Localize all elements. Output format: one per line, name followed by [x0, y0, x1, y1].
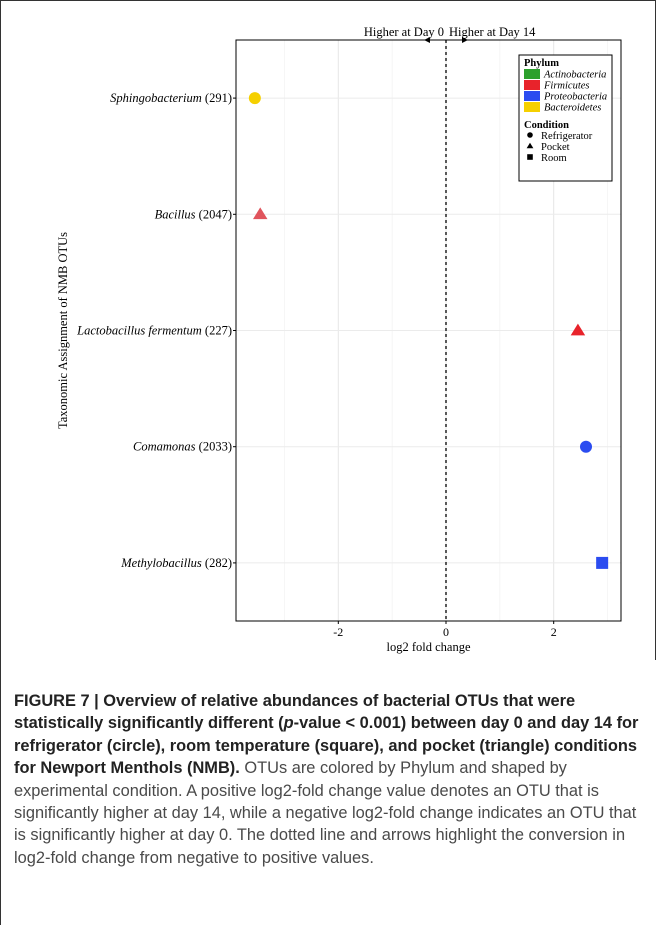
- caption-bold-part-1: Overview of relative abundances of bacte…: [14, 692, 576, 733]
- legend-phylum-swatch: [524, 102, 540, 112]
- caption-p-italic: p: [283, 714, 294, 733]
- legend-condition-circle-icon: [527, 132, 533, 138]
- caption-body: OTUs are colored by Phylum and shaped by…: [14, 759, 637, 867]
- category-label: Lactobacillus fermentum (227): [76, 324, 232, 338]
- category-otu-id: (227): [202, 324, 232, 338]
- legend-condition-square-icon: [527, 154, 533, 160]
- legend-phylum-label: Actinobacteria: [543, 70, 606, 81]
- legend: PhylumActinobacteriaFirmicutesProteobact…: [518, 54, 613, 182]
- data-point-square: [596, 556, 609, 569]
- caption-bold-part-2: -value < 0.001) between day 0 and day 14…: [14, 714, 639, 778]
- legend-condition-label: Refrigerator: [541, 131, 593, 142]
- x-tick-label: -2: [333, 625, 343, 639]
- category-otu-id: (2047): [196, 207, 232, 221]
- data-point-triangle: [252, 207, 268, 220]
- log2-fold-change-chart: Higher at Day 0 Higher at Day 14 Sphingoba…: [56, 25, 622, 654]
- y-axis-title: Taxonomic Assignment of NMB OTUs: [56, 232, 70, 429]
- legend-condition-label: Pocket: [541, 142, 570, 153]
- arrow-right-head: [462, 37, 468, 43]
- category-label: Comamonas (2033): [133, 440, 232, 454]
- frame-right-border: [655, 0, 656, 660]
- category-label: Bacillus (2047): [155, 207, 232, 221]
- legend-phylum-label: Proteobacteria: [543, 92, 607, 103]
- legend-phylum-label: Bacteroidetes: [544, 103, 601, 114]
- legend-condition-triangle-icon: [526, 142, 534, 149]
- category-otu-id: (282): [202, 556, 232, 570]
- legend-phylum-swatch: [524, 91, 540, 101]
- marks-layer: [248, 92, 609, 569]
- arrow-left-head: [424, 37, 430, 43]
- category-genus: Sphingobacterium: [110, 91, 202, 105]
- legend-condition-title: Condition: [524, 120, 569, 131]
- legend-phylum-swatch: [524, 69, 540, 79]
- data-point-circle: [580, 440, 592, 453]
- caption-figure-label: FIGURE 7 |: [14, 692, 104, 710]
- category-otu-id: (2033): [196, 440, 232, 454]
- x-tick-label: 2: [551, 625, 557, 639]
- data-point-circle: [248, 92, 261, 105]
- axis-layer: Higher at Day 0 Higher at Day 14 Sphingoba…: [56, 25, 622, 654]
- figure-caption: FIGURE 7 | Overview of relative abundanc…: [14, 690, 646, 869]
- category-otu-id: (291): [202, 91, 232, 105]
- frame-top-border: [0, 0, 656, 1]
- category-genus: Bacillus: [155, 207, 196, 221]
- legend-phylum-swatch: [524, 80, 540, 90]
- category-genus: Lactobacillus fermentum: [76, 324, 202, 338]
- legend-phylum-label: Firmicutes: [543, 81, 590, 92]
- category-genus: Methylobacillus: [120, 556, 202, 570]
- category-label: Methylobacillus (282): [120, 556, 232, 570]
- category-genus: Comamonas: [133, 440, 196, 454]
- legend-condition-label: Room: [541, 153, 567, 164]
- category-label: Sphingobacterium (291): [110, 91, 232, 105]
- legend-phylum-title: Phylum: [524, 58, 559, 69]
- label-higher-day-0: Higher at Day 0: [364, 25, 444, 39]
- data-point-triangle: [570, 323, 586, 336]
- x-axis-title: log2 fold change: [386, 640, 470, 654]
- x-tick-label: 0: [443, 625, 449, 639]
- frame-bottom-border: [0, 924, 1, 925]
- frame-left-border: [0, 0, 1, 925]
- label-higher-day-14: Higher at Day 14: [449, 25, 536, 39]
